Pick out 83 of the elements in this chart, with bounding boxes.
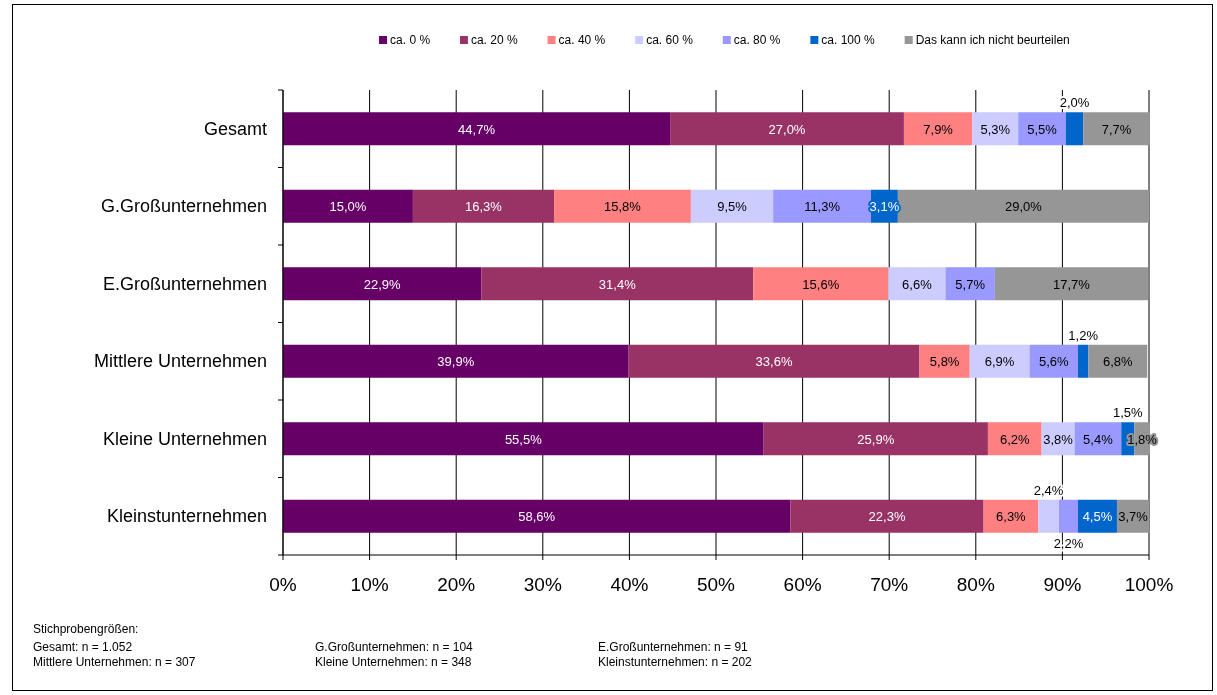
data-label: 6,9%: [984, 354, 1015, 370]
data-label: 22,9%: [363, 276, 402, 292]
legend-label: ca. 20 %: [470, 33, 518, 47]
data-label: 27,0%: [768, 121, 806, 137]
data-label: 7,9%: [923, 121, 954, 137]
bar: [283, 499, 791, 533]
data-label: 5,5%: [1027, 121, 1058, 137]
data-label: 29,0%: [1004, 199, 1043, 215]
bar: [1077, 344, 1089, 378]
data-label: 5,3%: [980, 121, 1011, 137]
bar: [1058, 499, 1078, 533]
bar: [1065, 112, 1084, 146]
data-label: 25,9%: [857, 431, 895, 447]
legend-label: ca. 100 %: [821, 33, 876, 47]
data-label: 39,9%: [437, 354, 475, 370]
data-label: 3,8%: [1043, 431, 1074, 447]
x-tick-label: 0%: [269, 574, 297, 595]
legend-label: Das kann ich nicht beurteilen: [915, 33, 1070, 47]
x-tick-label: 70%: [870, 574, 909, 595]
data-label: 9,5%: [717, 199, 748, 215]
x-tick-label: 40%: [610, 574, 649, 595]
x-tick-label: 20%: [437, 574, 476, 595]
x-tick-label: 50%: [696, 574, 736, 595]
data-label: 5,6%: [1038, 354, 1069, 370]
x-tick-label: 90%: [1043, 574, 1082, 595]
data-label: 15,0%: [329, 199, 367, 215]
bar: [283, 112, 671, 146]
data-label: 33,6%: [755, 354, 793, 370]
y-tick-label: G.Großunternehmen: [100, 196, 267, 217]
text: Gesamt: n = 1.052: [33, 640, 133, 654]
y-tick-label: E.Großunternehmen: [102, 273, 267, 294]
text: G.Großunternehmen: n = 104: [315, 640, 474, 654]
data-label: 3,7%: [1118, 509, 1149, 525]
data-label: 1,2%: [1068, 327, 1099, 343]
bar: [283, 422, 764, 456]
bar: [763, 422, 988, 456]
x-tick-label: 100%: [1124, 574, 1174, 595]
data-label: 22,3%: [868, 509, 906, 525]
legend-label: ca. 40 %: [558, 33, 606, 47]
bar: [283, 344, 629, 378]
text: Kleine Unternehmen: n = 348: [315, 655, 472, 669]
bar: [481, 267, 754, 301]
data-label: 1,5%: [1112, 405, 1144, 421]
data-label: 4,5%: [1082, 509, 1113, 525]
bar: [994, 267, 1149, 301]
data-label: 5,8%: [929, 354, 960, 370]
bar: [790, 499, 984, 533]
data-label: 6,3%: [996, 509, 1027, 525]
data-label: 15,6%: [802, 276, 840, 292]
y-tick-label: Mittlere Unternehmen: [93, 351, 267, 372]
data-label: 11,3%: [804, 199, 841, 215]
text: Mittlere Unternehmen: n = 307: [33, 655, 196, 669]
text: Kleinstunternehmen: n = 202: [598, 655, 753, 669]
data-label: 16,3%: [465, 199, 503, 215]
data-label: 6,6%: [902, 276, 933, 292]
data-label: 5,7%: [955, 276, 986, 292]
y-tick-label: Gesamt: [203, 118, 267, 139]
data-label: 17,7%: [1053, 276, 1091, 292]
data-label: 31,4%: [598, 276, 637, 292]
bar: [897, 189, 1149, 223]
data-label: 55,5%: [504, 431, 543, 447]
x-tick-label: 10%: [350, 574, 389, 595]
legend-label: ca. 80 %: [733, 33, 781, 47]
data-label: 6,2%: [999, 431, 1031, 447]
y-tick-label: Kleinstunternehmen: [106, 506, 267, 527]
x-tick-label: 30%: [523, 574, 562, 595]
x-tick-label: 80%: [956, 574, 995, 595]
bar: [628, 344, 920, 378]
data-label: 15,8%: [604, 199, 642, 215]
x-tick-label: 60%: [783, 574, 822, 595]
bar: [670, 112, 904, 146]
legend-label: ca. 0 %: [390, 33, 431, 47]
bar: [1038, 499, 1059, 533]
data-label: 7,7%: [1101, 121, 1132, 137]
text: E.Großunternehmen: n = 91: [598, 640, 749, 654]
bar: [283, 267, 482, 301]
data-label: 6,8%: [1103, 354, 1134, 370]
data-label: 58,6%: [518, 509, 556, 525]
legend-label: ca. 60 %: [646, 33, 694, 47]
data-label: 44,7%: [458, 121, 496, 137]
y-tick-label: Kleine Unternehmen: [102, 428, 267, 449]
data-label: 5,4%: [1083, 431, 1114, 447]
text: Stichprobengrößen:: [33, 622, 139, 636]
